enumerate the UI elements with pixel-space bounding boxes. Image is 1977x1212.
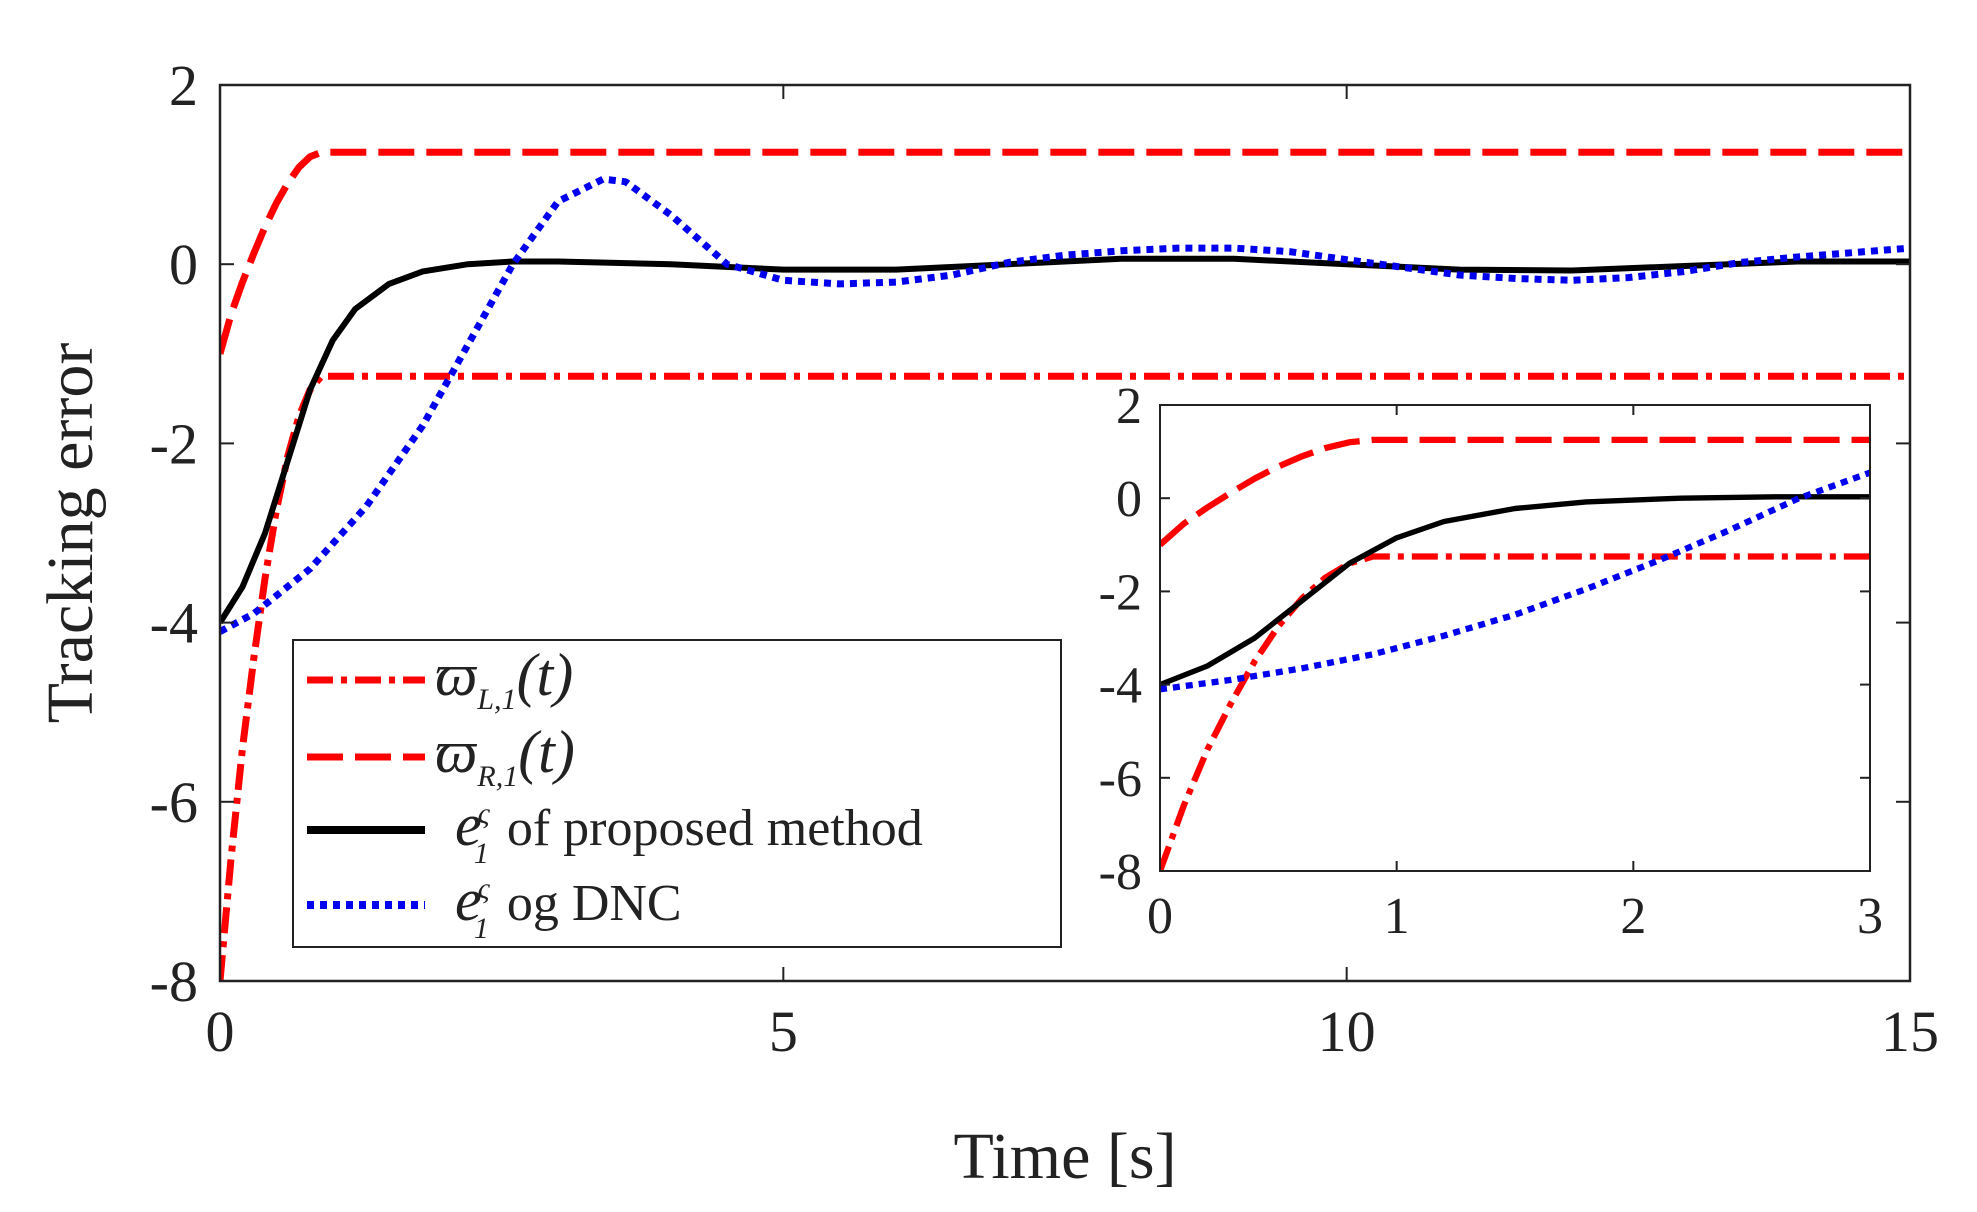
legend-item-lower-bound: ϖL,1(t) [307, 642, 573, 716]
x-axis-label: Time [s] [953, 1120, 1176, 1193]
legend-item-proposed: eς 1 of proposed method [307, 792, 923, 870]
inset-y-tick-label: -6 [1099, 751, 1142, 808]
main-x-tick-label: 5 [769, 999, 798, 1064]
y-axis-label: Tracking error [34, 343, 107, 724]
inset-series-3-line [1160, 494, 1870, 688]
main-y-tick-label: -6 [150, 770, 198, 835]
legend-text-dnc: og DNC [507, 875, 682, 932]
main-tick-group: 0 5 10 15-8-6-4-202 [150, 53, 1939, 1064]
inset-y-tick-label: -4 [1099, 658, 1142, 715]
legend-subscript-dnc: 1 [474, 912, 489, 945]
inset-y-tick-label: -2 [1099, 564, 1142, 621]
legend-label-lower-bound: ϖL,1(t) [435, 642, 573, 716]
legend-symbol-dnc: e [455, 867, 482, 933]
main-y-tick-label: -4 [150, 591, 198, 656]
legend-symbol-lower-bound: ϖ [435, 642, 478, 708]
inset-x-tick-label: 1 [1384, 888, 1410, 945]
legend-superscript-proposed: ς [478, 797, 491, 830]
inset-series-4-line [1160, 469, 1870, 693]
inset-y-tick-label: 2 [1116, 378, 1142, 435]
main-y-tick-label: -8 [150, 949, 198, 1014]
inset-series-2-line [1160, 436, 1870, 548]
inset-x-tick-label: 0 [1147, 888, 1173, 945]
legend-symbol-proposed: e [455, 792, 482, 858]
inset-x-tick-label: 2 [1620, 888, 1646, 945]
main-series-2-line [220, 148, 1910, 355]
legend-superscript-dnc: ς [478, 872, 491, 905]
inset-background [1160, 405, 1870, 871]
inset-plot: 0 1 2 3 -8 -6 -4 -2 0 2 [1099, 378, 1883, 945]
legend-item-dnc: eς 1 og DNC [307, 867, 682, 945]
inset-tick-group: 0 1 2 3 -8 -6 -4 -2 0 2 [1099, 378, 1883, 945]
main-y-tick-label: 2 [169, 53, 198, 118]
inset-y-tick-label: 0 [1116, 471, 1142, 528]
main-series-group [220, 148, 1910, 981]
legend-suffix-upper-bound: (t) [518, 719, 575, 785]
inset-series-group [1160, 436, 1870, 871]
main-plot-frame [218, 83, 1912, 983]
inset-y-tick-label: -8 [1099, 844, 1142, 901]
main-series-3-line [220, 255, 1910, 625]
legend-label-proposed: eς 1 of proposed method [455, 792, 923, 870]
main-x-tick-label: 10 [1318, 999, 1376, 1064]
legend-subscript-proposed: 1 [474, 837, 489, 870]
legend-label-dnc: eς 1 og DNC [455, 867, 682, 945]
inset-plot-frame [1159, 404, 1871, 872]
legend-suffix-lower-bound: (t) [517, 642, 574, 708]
main-y-tick-label: -2 [150, 411, 198, 476]
legend-text-proposed: of proposed method [507, 800, 923, 857]
legend-label-upper-bound: ϖR,1(t) [435, 719, 575, 793]
legend: ϖL,1(t) ϖR,1(t) eς 1 of proposed method eς… [292, 639, 1062, 948]
main-plot: 0 5 10 15-8-6-4-202 Time [s] Tracking error [34, 53, 1939, 1193]
inset-x-tick-label: 3 [1857, 888, 1883, 945]
main-x-tick-label: 15 [1881, 999, 1939, 1064]
legend-box [292, 639, 1062, 948]
legend-item-upper-bound: ϖR,1(t) [307, 719, 575, 793]
main-y-tick-label: 0 [169, 232, 198, 297]
legend-subscript-upper-bound: R,1 [476, 760, 518, 793]
legend-subscript-lower-bound: L,1 [476, 683, 516, 716]
main-x-tick-label: 0 [206, 999, 235, 1064]
legend-symbol-upper-bound: ϖ [435, 719, 478, 785]
